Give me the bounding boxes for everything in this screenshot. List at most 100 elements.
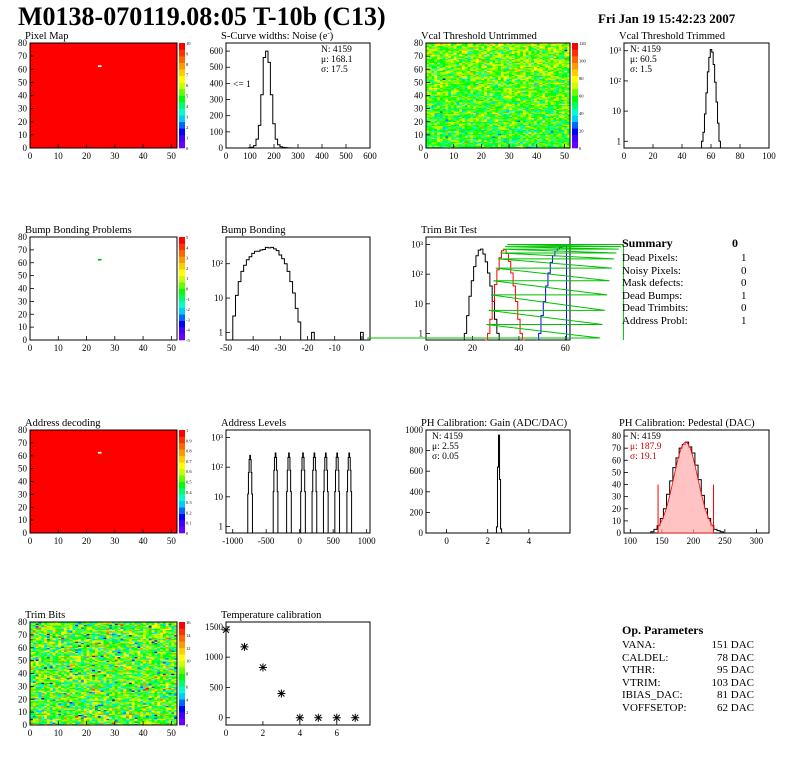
heatmap-cell xyxy=(171,717,175,719)
heatmap-cell xyxy=(531,120,535,123)
heatmap-cell xyxy=(437,134,441,137)
heatmap-cell xyxy=(531,64,535,66)
heatmap-cell xyxy=(561,56,565,58)
heatmap-cell xyxy=(558,128,562,130)
heatmap-cell xyxy=(561,58,565,61)
heatmap-cell xyxy=(456,94,460,96)
heatmap-cell xyxy=(536,50,540,53)
heatmap-cell xyxy=(456,45,460,48)
heatmap-cell xyxy=(489,94,493,96)
heatmap-cell xyxy=(498,88,502,91)
heatmap-cell xyxy=(426,104,430,107)
heatmap-cell xyxy=(445,140,449,142)
heatmap-cell xyxy=(534,92,538,95)
heatmap-cell xyxy=(484,130,488,133)
heatmap-cell xyxy=(517,124,521,126)
heatmap-cell xyxy=(564,107,568,109)
heatmap-cell xyxy=(506,107,510,109)
heatmap-cell xyxy=(470,58,474,61)
heatmap-cell xyxy=(450,141,454,144)
heatmap-cell xyxy=(462,102,466,104)
heatmap-cell xyxy=(442,88,446,91)
heatmap-cell xyxy=(492,60,496,62)
heatmap-cell xyxy=(531,86,535,88)
heatmap-cell xyxy=(542,86,546,88)
heatmap-cell xyxy=(492,64,496,66)
heatmap-cell xyxy=(434,115,438,117)
palette-tick-label: 80 xyxy=(579,76,584,81)
heatmap-cell xyxy=(489,86,493,88)
heatmap-cell xyxy=(495,112,499,115)
heatmap-cell xyxy=(431,82,435,84)
heatmap-cell xyxy=(495,77,499,79)
heatmap-cell xyxy=(448,67,452,70)
heatmap-cell xyxy=(525,115,529,117)
heatmap-cell xyxy=(522,95,526,98)
heatmap-cell xyxy=(509,44,513,46)
heatmap-cell xyxy=(450,61,454,63)
heatmap-cell xyxy=(481,67,485,70)
heatmap-cell xyxy=(553,87,557,90)
heatmap-cell xyxy=(545,119,549,121)
heatmap-cell xyxy=(157,718,161,721)
palette-swatch xyxy=(179,455,185,463)
heatmap-cell xyxy=(511,123,515,125)
heatmap-cell xyxy=(445,46,449,49)
heatmap-cell xyxy=(564,115,568,117)
heatmap-cell xyxy=(525,132,529,134)
heatmap-cell xyxy=(486,61,490,63)
heatmap-cell xyxy=(503,86,507,88)
heatmap-cell xyxy=(531,44,535,46)
heatmap-cell xyxy=(38,717,42,719)
heatmap-cell xyxy=(561,123,565,125)
heatmap-cell xyxy=(439,112,443,115)
heatmap-cell xyxy=(453,71,457,74)
heatmap-cell xyxy=(157,715,161,718)
heatmap-cell xyxy=(437,104,441,107)
heatmap-cell xyxy=(558,70,562,73)
heatmap-cell xyxy=(89,717,93,719)
heatmap-cell xyxy=(509,57,513,60)
heatmap-cell xyxy=(542,103,546,105)
heatmap-cell xyxy=(506,108,510,111)
heatmap-cell xyxy=(442,70,446,73)
heatmap-cell xyxy=(117,721,121,723)
heatmap-cell xyxy=(498,61,502,63)
heatmap-cell xyxy=(498,130,502,133)
heatmap-cell xyxy=(509,117,513,120)
heatmap-cell xyxy=(456,67,460,70)
heatmap-cell xyxy=(450,102,454,104)
heatmap-cell xyxy=(556,85,560,87)
heatmap-cell xyxy=(442,130,446,133)
heatmap-cell xyxy=(509,144,513,146)
heatmap-cell xyxy=(453,111,457,113)
heatmap-cell xyxy=(542,70,546,73)
heatmap-cell xyxy=(509,88,513,91)
heatmap-cell xyxy=(545,146,549,149)
heatmap-cell xyxy=(550,74,554,77)
stat-mean: μ: 2.55 xyxy=(432,442,459,452)
heatmap-cell xyxy=(495,140,499,142)
heatmap-cell xyxy=(470,124,474,126)
heatmap-cell xyxy=(462,134,466,137)
heatmap-cell xyxy=(506,142,510,145)
heatmap-cell xyxy=(492,49,496,52)
heatmap-cell xyxy=(498,73,502,75)
heatmap-cell xyxy=(539,133,543,136)
heatmap-cell xyxy=(525,44,529,46)
heatmap-cell xyxy=(456,129,460,132)
heatmap-cell xyxy=(450,92,454,95)
heatmap-cell xyxy=(489,46,493,49)
heatmap-cell xyxy=(520,43,524,45)
heatmap-cell xyxy=(522,140,526,142)
heatmap-cell xyxy=(131,718,135,721)
heatmap-cell xyxy=(556,124,560,126)
palette-swatch xyxy=(179,333,185,341)
heatmap-cell xyxy=(545,142,549,145)
heatmap-cell xyxy=(506,95,510,98)
heatmap-cell xyxy=(462,142,466,145)
heatmap-cell xyxy=(486,104,490,107)
heatmap-cell xyxy=(531,130,535,133)
